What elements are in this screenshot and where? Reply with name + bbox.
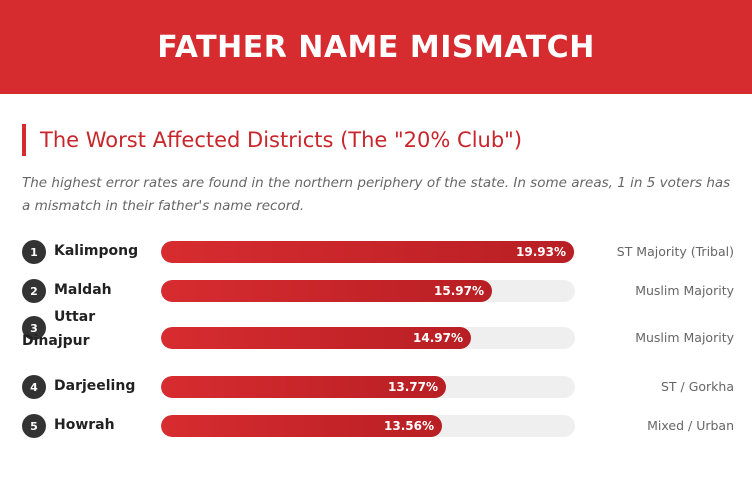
page-title: FATHER NAME MISMATCH bbox=[157, 29, 595, 65]
district-name: Uttar Dinajpur bbox=[22, 309, 96, 349]
section-description: The highest error rates are found in the… bbox=[22, 175, 731, 214]
demographic-label: Muslim Majority bbox=[635, 283, 734, 298]
chart-row: 1 Kalimpong 19.93% ST Majority (Tribal) bbox=[0, 240, 752, 264]
demographic-label: ST Majority (Tribal) bbox=[616, 244, 734, 259]
demographic-label: Mixed / Urban bbox=[647, 418, 734, 433]
section-title: The Worst Affected Districts (The "20% C… bbox=[40, 128, 523, 152]
bar-track: 19.93% bbox=[161, 241, 575, 263]
bar-track: 14.97% bbox=[161, 327, 575, 349]
bar-value-label: 13.77% bbox=[388, 380, 438, 394]
title-banner: FATHER NAME MISMATCH bbox=[0, 0, 752, 94]
bar-track: 13.77% bbox=[161, 376, 575, 398]
district-name: Howrah bbox=[54, 417, 115, 433]
rank-badge: 2 bbox=[22, 279, 46, 303]
demographic-label: ST / Gorkha bbox=[660, 379, 734, 394]
bar: 13.56% bbox=[161, 415, 442, 437]
bar: 13.77% bbox=[161, 376, 446, 398]
district-name: Darjeeling bbox=[54, 378, 136, 394]
bar: 14.97% bbox=[161, 327, 471, 349]
bar-track: 13.56% bbox=[161, 415, 575, 437]
chart-row: 3 Uttar Dinajpur 14.97% Muslim Majority bbox=[0, 309, 752, 349]
chart-row: 2 Maldah 15.97% Muslim Majority bbox=[0, 279, 752, 303]
district-name: Kalimpong bbox=[54, 243, 139, 259]
bar-value-label: 19.93% bbox=[516, 245, 566, 259]
chart-row: 4 Darjeeling 13.77% ST / Gorkha bbox=[0, 375, 752, 399]
bar-track: 15.97% bbox=[161, 280, 575, 302]
chart-row: 5 Howrah 13.56% Mixed / Urban bbox=[0, 414, 752, 438]
bar-value-label: 15.97% bbox=[434, 284, 484, 298]
rank-badge: 4 bbox=[22, 375, 46, 399]
district-name: Maldah bbox=[54, 282, 112, 298]
section-heading: The Worst Affected Districts (The "20% C… bbox=[22, 124, 522, 156]
rank-badge: 3 bbox=[22, 316, 46, 340]
bar-value-label: 13.56% bbox=[384, 419, 434, 433]
demographic-label: Muslim Majority bbox=[635, 330, 734, 345]
rank-badge: 5 bbox=[22, 414, 46, 438]
bar-value-label: 14.97% bbox=[413, 331, 463, 345]
bar: 19.93% bbox=[161, 241, 574, 263]
bar: 15.97% bbox=[161, 280, 492, 302]
rank-badge: 1 bbox=[22, 240, 46, 264]
